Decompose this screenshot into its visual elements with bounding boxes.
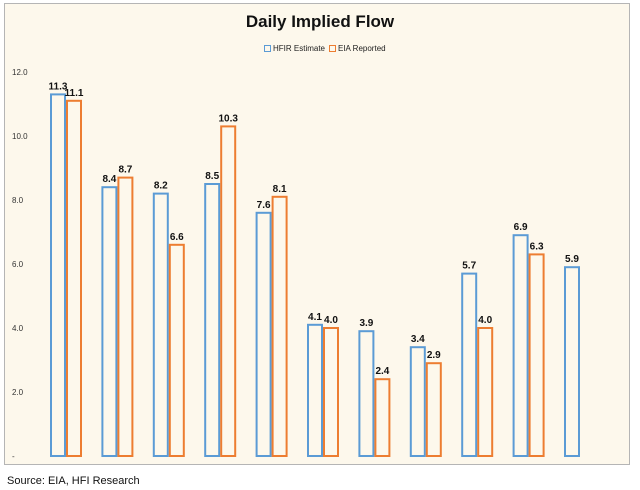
data-label-hfir-estimate: 8.4 — [102, 174, 116, 185]
bar-eia-reported — [374, 378, 391, 458]
bar-eia-reported — [477, 327, 494, 457]
y-tick-label: 6.0 — [12, 260, 24, 269]
bar-hfir-estimate — [307, 323, 323, 457]
bar-hfir-estimate — [409, 346, 426, 458]
data-label-hfir-estimate: 3.4 — [411, 334, 425, 345]
data-label-hfir-estimate: 3.9 — [359, 318, 373, 329]
bar-eia-reported — [66, 99, 82, 458]
data-label-hfir-estimate: 5.9 — [565, 254, 579, 265]
data-label-eia-reported: 6.3 — [530, 241, 544, 252]
y-tick-label: 4.0 — [12, 324, 24, 333]
legend-eia-swatch — [329, 45, 336, 52]
bar-hfir-estimate — [204, 183, 221, 457]
data-label-hfir-estimate: 8.5 — [205, 171, 219, 182]
bar-eia-reported — [220, 125, 237, 458]
y-tick-label: 10.0 — [12, 132, 28, 141]
legend-hfir: HFIR Estimate — [264, 44, 325, 53]
y-tick-label: 2.0 — [12, 388, 24, 397]
data-label-hfir-estimate: 6.9 — [514, 222, 528, 233]
legend-eia: EIA Reported — [329, 44, 386, 53]
bar-hfir-estimate — [564, 266, 580, 458]
data-label-eia-reported: 2.9 — [427, 350, 441, 361]
data-label-eia-reported: 4.0 — [478, 315, 492, 326]
bar-hfir-estimate — [255, 211, 272, 457]
y-tick-label: 12.0 — [12, 68, 28, 77]
bar-hfir-estimate — [152, 192, 169, 457]
data-label-hfir-estimate: 4.1 — [308, 312, 322, 323]
bar-eia-reported — [117, 176, 134, 457]
chart-title: Daily Implied Flow — [245, 12, 395, 31]
data-label-eia-reported: 6.6 — [170, 232, 184, 243]
legend-hfir-swatch — [264, 45, 271, 52]
bar-hfir-estimate — [461, 272, 478, 457]
bar-hfir-estimate — [512, 234, 529, 457]
data-label-eia-reported: 2.4 — [375, 366, 389, 377]
data-label-hfir-estimate: 5.7 — [462, 261, 476, 272]
data-label-eia-reported: 11.1 — [65, 88, 84, 99]
bar-hfir-estimate — [101, 186, 118, 457]
data-label-eia-reported: 10.3 — [218, 113, 238, 124]
y-tick-label: - — [12, 452, 15, 461]
data-label-hfir-estimate: 8.2 — [154, 181, 168, 192]
source-note: Source: EIA, HFI Research — [7, 475, 140, 487]
bar-eia-reported — [528, 253, 545, 457]
bar-hfir-estimate — [50, 93, 66, 458]
bar-eia-reported — [323, 327, 339, 457]
data-label-hfir-estimate: 11.3 — [49, 81, 68, 92]
bar-eia-reported — [168, 243, 185, 457]
data-label-eia-reported: 8.1 — [273, 184, 287, 195]
data-label-eia-reported: 4.0 — [324, 315, 338, 326]
legend-eia-label: EIA Reported — [338, 44, 386, 53]
y-tick-label: 8.0 — [12, 196, 24, 205]
data-label-hfir-estimate: 7.6 — [257, 200, 271, 211]
legend-hfir-label: HFIR Estimate — [273, 44, 326, 53]
chart-area — [4, 3, 630, 465]
bar-eia-reported — [271, 195, 288, 458]
data-label-eia-reported: 8.7 — [118, 165, 132, 176]
bar-hfir-estimate — [358, 330, 375, 458]
bar-eia-reported — [425, 362, 442, 458]
